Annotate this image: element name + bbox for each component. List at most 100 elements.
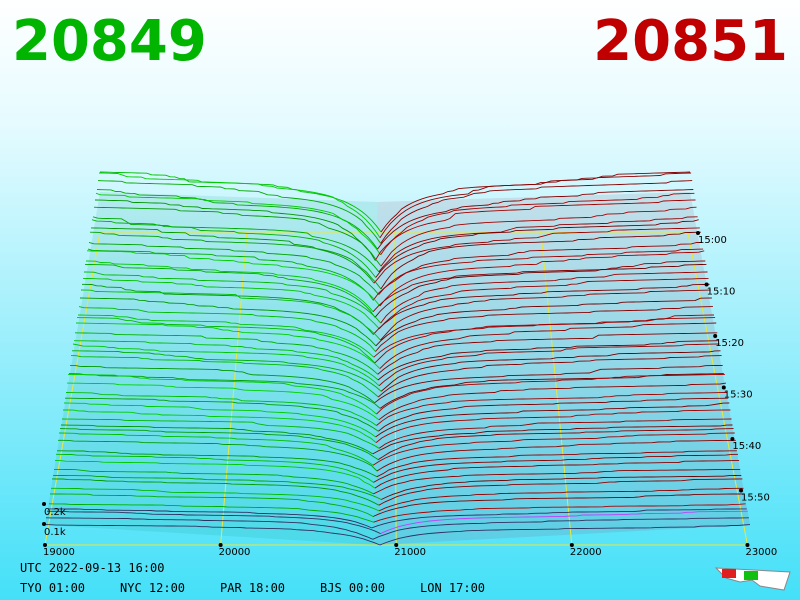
ask-line — [378, 343, 720, 387]
price-label: 23000 — [745, 547, 777, 558]
lens-red — [722, 569, 736, 578]
ask-area — [376, 192, 750, 545]
bid-line — [54, 468, 374, 495]
utc-time: UTC 2022-09-13 16:00 — [20, 561, 165, 575]
bid-line — [44, 524, 381, 546]
ask-line — [379, 524, 751, 546]
bid-line — [92, 216, 380, 273]
ask-line — [380, 231, 701, 290]
bid-line — [48, 503, 374, 523]
ask-line — [373, 468, 741, 495]
price-label: 19000 — [43, 547, 75, 558]
bid-line — [94, 199, 376, 261]
grid-line — [393, 231, 397, 546]
ask-line — [380, 510, 748, 535]
price-label: 20000 — [219, 547, 251, 558]
ask-line — [377, 189, 694, 250]
ask-line — [376, 450, 737, 478]
ask-line — [375, 297, 712, 347]
ask-line — [373, 227, 700, 284]
world-clock: PAR 18:00 — [220, 581, 285, 595]
ask-price: 20851 — [593, 9, 788, 74]
ask-line — [378, 478, 743, 506]
bid-line — [76, 317, 376, 364]
bid-line — [84, 263, 376, 318]
bid-line — [66, 382, 380, 421]
ask-line — [379, 250, 705, 307]
ask-line — [378, 487, 744, 512]
ask-line — [376, 439, 736, 472]
bid-line — [78, 306, 376, 352]
ask-line — [374, 364, 723, 404]
tick-dot — [42, 502, 46, 506]
ask-line — [375, 219, 699, 278]
bid-line — [51, 487, 380, 512]
bid-line — [58, 432, 374, 466]
time-label: 15:30 — [724, 390, 753, 401]
ask-line — [378, 216, 698, 273]
bid-area — [45, 192, 378, 545]
tick-dot — [569, 543, 574, 547]
bid-line — [93, 206, 382, 267]
depth-label: 0.2k — [44, 507, 66, 518]
time-label: 15:40 — [732, 441, 761, 452]
bid-line — [74, 332, 379, 375]
bid-line — [86, 250, 381, 307]
bid-line — [73, 340, 379, 381]
bid-line — [81, 283, 374, 335]
bid-line — [65, 392, 377, 426]
lens-green — [744, 571, 758, 580]
world-clock: TYO 01:00 — [20, 581, 85, 595]
tick-dot — [394, 543, 399, 547]
ask-line — [377, 340, 719, 381]
tick-dot — [721, 385, 726, 390]
bid-line — [46, 510, 381, 535]
world-clock: NYC 12:00 — [120, 581, 185, 595]
bid-line — [61, 418, 380, 449]
ask-line — [377, 428, 734, 460]
world-clock: BJS 00:00 — [320, 581, 385, 595]
bid-line — [85, 260, 374, 312]
ask-line — [378, 355, 722, 398]
ask-line — [380, 180, 693, 244]
ask-line — [372, 432, 735, 466]
ask-line — [372, 517, 749, 540]
ask-line — [372, 248, 704, 301]
ask-line — [373, 503, 746, 523]
bid-line — [82, 277, 380, 330]
ask-line — [380, 192, 695, 256]
ask-line — [375, 402, 730, 438]
bid-line — [60, 424, 374, 455]
tick-dot — [218, 543, 223, 547]
tick-dot — [42, 522, 46, 526]
bid-line — [91, 219, 377, 278]
ask-line — [380, 350, 721, 392]
bid-line — [70, 355, 379, 398]
bid-line — [83, 271, 382, 324]
tick-dot — [739, 488, 743, 493]
ask-line — [374, 263, 707, 318]
bid-line — [77, 314, 375, 358]
bid-line — [79, 297, 377, 347]
ask-line — [374, 199, 696, 261]
depth-label: 0.1k — [44, 527, 66, 538]
bid-line — [58, 439, 378, 472]
time-label: 15:50 — [741, 493, 770, 504]
ask-line — [372, 260, 706, 313]
bid-line — [55, 460, 376, 489]
ask-line — [378, 241, 703, 295]
glasses-icon — [714, 567, 791, 591]
time-label: 15:00 — [698, 235, 727, 246]
bid-line — [63, 402, 376, 438]
ask-line — [376, 373, 725, 415]
ask-line — [373, 453, 739, 483]
bid-line — [67, 373, 377, 415]
bid-line — [51, 478, 380, 506]
time-label: 15:10 — [707, 287, 736, 298]
axis-labels: 19000 20000 21000 22000 23000 0.2k 0.1k 15:00 15… — [42, 231, 777, 558]
ask-line — [380, 289, 711, 341]
depth-surface — [44, 171, 751, 546]
ask-line — [380, 271, 708, 324]
tick-dot — [745, 543, 750, 547]
ask-line — [379, 373, 724, 409]
